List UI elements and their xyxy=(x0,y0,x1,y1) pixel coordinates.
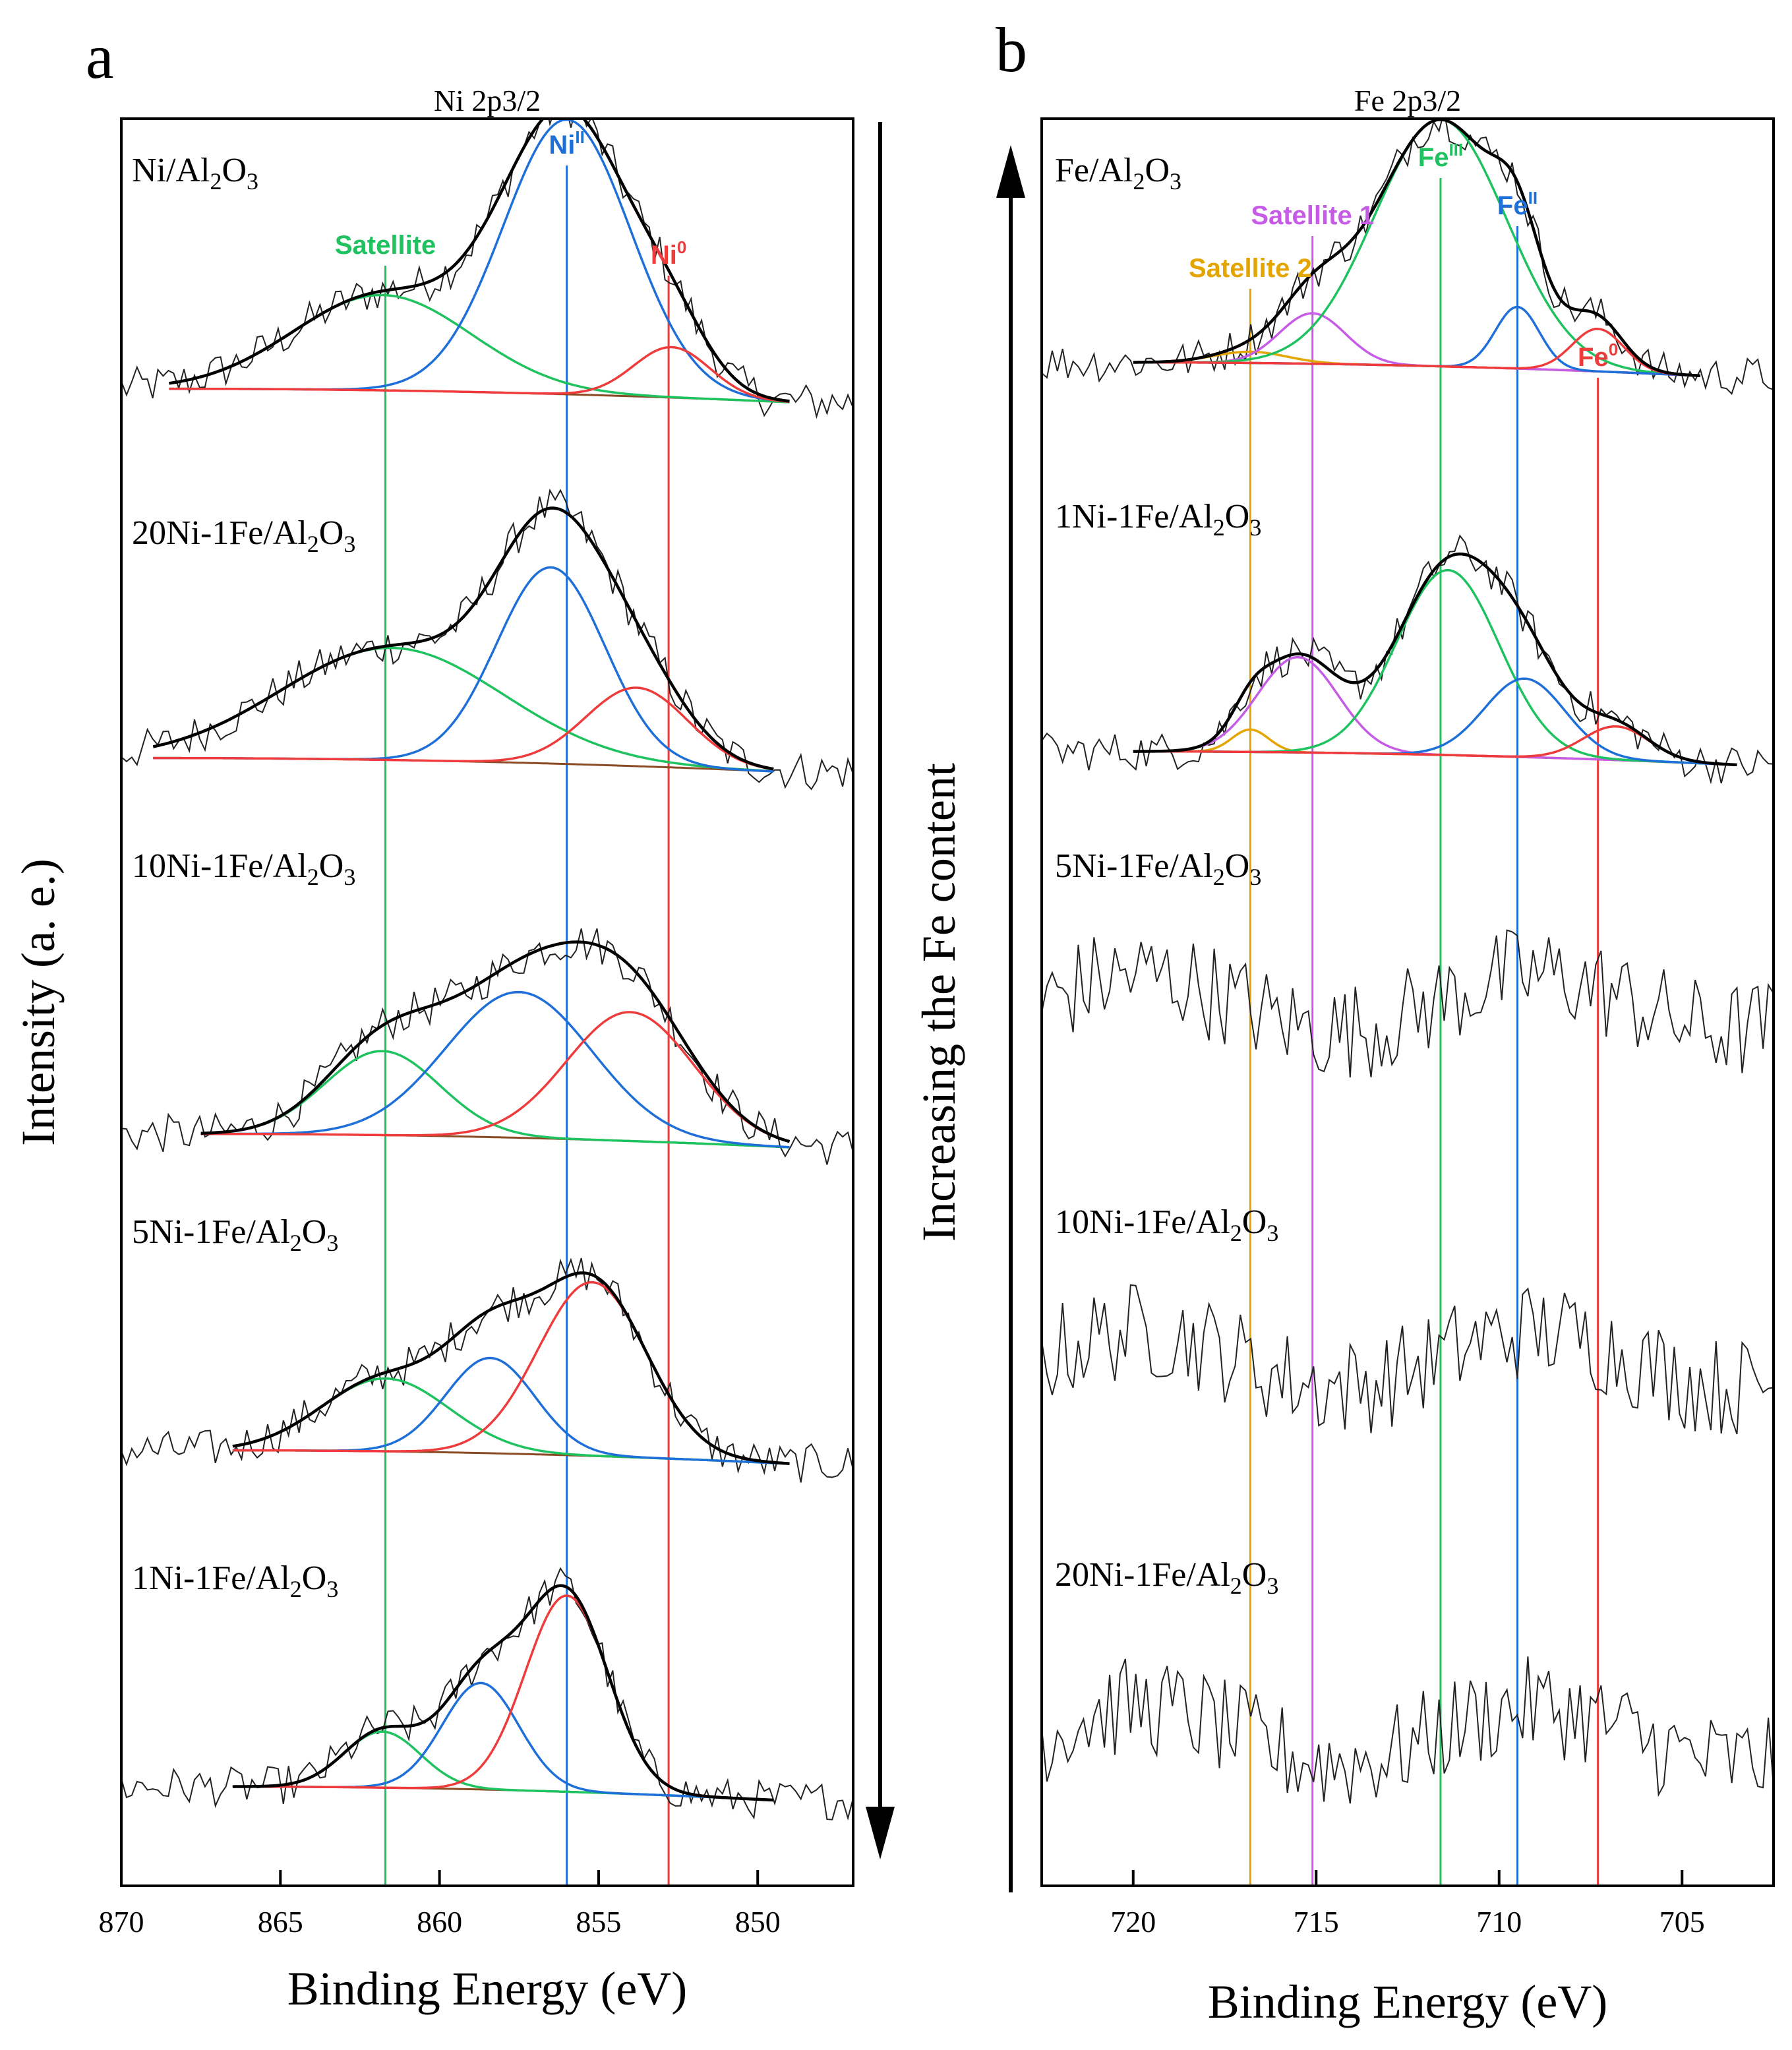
x-tick-label: 715 xyxy=(1294,1905,1339,1939)
reference-line-label: Fe0 xyxy=(1578,340,1618,372)
arrow-increasing xyxy=(996,145,1025,1892)
reference-line-label: NiII xyxy=(549,127,584,160)
raw-spectrum-line xyxy=(121,928,853,1165)
background-line xyxy=(169,388,790,404)
fit-component-line xyxy=(1133,327,1701,377)
sample-label: 5Ni-1Fe/Al2O3 xyxy=(132,1213,338,1256)
fit-component-line xyxy=(1133,568,1737,766)
sample-label: 10Ni-1Fe/Al2O3 xyxy=(1055,1203,1278,1246)
x-axis-title-b: Binding Energy (eV) xyxy=(1208,1975,1608,2028)
fit-component-line xyxy=(153,686,774,771)
spectrum-group xyxy=(1042,119,1774,396)
fit-component-line xyxy=(232,1681,774,1801)
fit-component-line xyxy=(232,1730,774,1801)
raw-spectrum-line xyxy=(1042,929,1774,1078)
x-tick-label: 720 xyxy=(1110,1905,1156,1939)
raw-spectrum-line xyxy=(121,1257,853,1483)
fit-component-line xyxy=(169,346,790,404)
fit-envelope-line xyxy=(200,940,791,1143)
x-tick-label: 865 xyxy=(258,1905,303,1939)
fit-component-line xyxy=(232,1594,774,1801)
fit-component-line xyxy=(169,293,790,404)
panel-a: a Ni 2p3/2 870 865 860 855 850 Satellite NiII… xyxy=(12,21,854,2015)
spectrum-group xyxy=(1042,1656,1774,1804)
x-tick-label: 870 xyxy=(99,1905,144,1939)
raw-spectrum-line xyxy=(1042,534,1774,785)
fit-envelope-line xyxy=(152,506,774,771)
reference-line-label: FeIII xyxy=(1418,140,1463,172)
fit-component-line xyxy=(1133,725,1737,766)
panel-b: b Fe 2p3/2 720 715 710 705 Satellite 2 Satel… xyxy=(996,15,1775,2028)
panel-letter-b: b xyxy=(996,15,1027,85)
x-tick-label: 710 xyxy=(1476,1905,1522,1939)
reference-line-label: Satellite 1 xyxy=(1251,201,1374,230)
x-tick-label: 855 xyxy=(576,1905,621,1939)
spectrum-group xyxy=(121,488,853,791)
plot-frame-a xyxy=(120,117,854,1887)
sample-label: Fe/Al2O3 xyxy=(1055,152,1181,195)
sample-label: 1Ni-1Fe/Al2O3 xyxy=(1055,498,1261,541)
spectrum-group xyxy=(1042,929,1774,1078)
reference-line-label: Ni0 xyxy=(651,237,686,270)
fit-envelope-line xyxy=(169,119,790,403)
x-tick-label: 705 xyxy=(1659,1905,1705,1939)
x-axis-title-a: Binding Energy (eV) xyxy=(287,1962,688,2015)
sample-label: Ni/Al2O3 xyxy=(132,152,258,195)
fit-component-line xyxy=(232,1281,790,1465)
raw-spectrum-line xyxy=(1042,1656,1774,1804)
arrow-label: Increasing the Fe content xyxy=(912,763,965,1242)
spectrum-group xyxy=(1042,534,1774,785)
sample-label: 10Ni-1Fe/Al2O3 xyxy=(132,847,355,890)
spectrum-group xyxy=(121,1257,853,1483)
spectrum-group xyxy=(121,1567,853,1821)
panel-title-a: Ni 2p3/2 xyxy=(434,84,541,117)
spectrum-group xyxy=(121,928,853,1165)
spectrum-group xyxy=(121,119,853,419)
panel-letter-a: a xyxy=(86,21,114,92)
fit-component-line xyxy=(169,119,790,403)
fit-component-line xyxy=(200,1011,790,1143)
panel-b-data xyxy=(1042,119,1774,1886)
reference-line-label: FeII xyxy=(1497,188,1538,220)
sample-label: 20Ni-1Fe/Al2O3 xyxy=(1055,1556,1278,1599)
raw-spectrum-line xyxy=(121,1567,853,1821)
plot-frame-b xyxy=(1040,117,1775,1887)
background-line xyxy=(232,1449,790,1465)
panel-title-b: Fe 2p3/2 xyxy=(1354,84,1461,117)
sample-label: 5Ni-1Fe/Al2O3 xyxy=(1055,847,1261,890)
raw-spectrum-line xyxy=(121,488,853,791)
arrow-decreasing xyxy=(866,122,895,1859)
x-tick-label: 850 xyxy=(735,1905,781,1939)
y-axis-title-a: Intensity (a. e.) xyxy=(12,859,65,1146)
panel-a-data xyxy=(121,119,853,1886)
fit-envelope-line xyxy=(1133,119,1701,378)
reference-line-label: Satellite xyxy=(335,231,436,260)
fit-envelope-line xyxy=(1133,552,1737,767)
sample-label: 20Ni-1Fe/Al2O3 xyxy=(132,514,355,557)
fit-envelope-line xyxy=(232,1584,774,1802)
raw-spectrum-line xyxy=(1042,1284,1774,1435)
x-tick-label: 860 xyxy=(417,1905,462,1939)
fit-envelope-line xyxy=(232,1271,790,1465)
reference-line-label: Satellite 2 xyxy=(1189,254,1312,283)
sample-label: 1Ni-1Fe/Al2O3 xyxy=(132,1559,338,1602)
fit-component-line xyxy=(200,990,790,1149)
spectrum-group xyxy=(1042,1284,1774,1435)
